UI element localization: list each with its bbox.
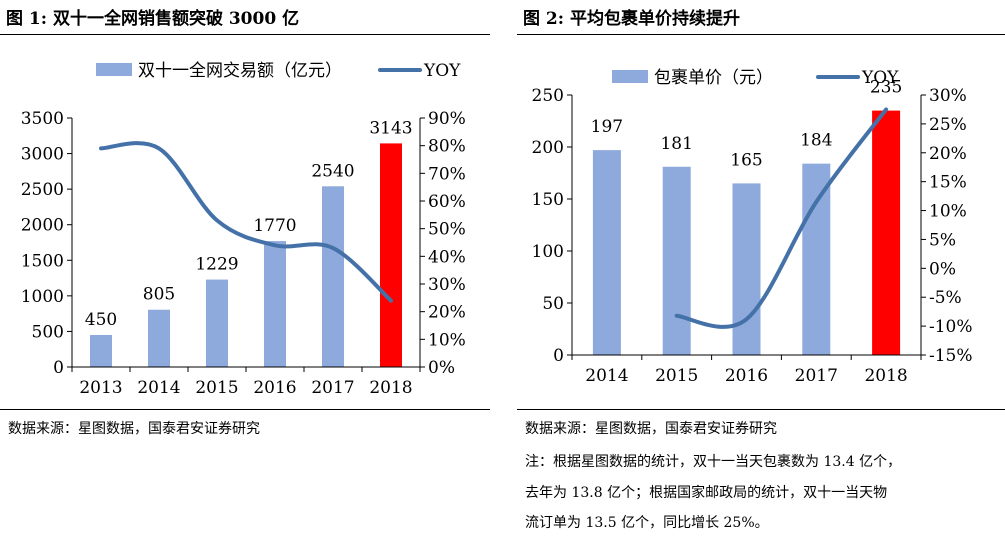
figure-2-bar bbox=[662, 166, 691, 355]
figure-2-right-tick-label: 10% bbox=[929, 202, 967, 222]
figure-1-right-tick-label: 70% bbox=[428, 164, 466, 184]
figure-1-yoy-line bbox=[99, 141, 393, 303]
figure-1-x-tick-label: 2013 bbox=[79, 378, 122, 398]
figure-1-legend-bar-label: 双十一全网交易额（亿元） bbox=[138, 61, 342, 81]
figure-2-x-tick-label: 2018 bbox=[864, 366, 907, 386]
figure-1-right-tick-label: 0% bbox=[428, 358, 455, 378]
figure-2-top-rule bbox=[517, 34, 1005, 35]
figure-2-left-tick-label: 50 bbox=[542, 294, 564, 314]
figure-1-bar bbox=[264, 241, 286, 367]
figure-1-left-tick-label: 2000 bbox=[21, 216, 64, 236]
figure-2-right-tick-label: 5% bbox=[929, 230, 956, 250]
figure-2-x-tick-label: 2014 bbox=[585, 366, 628, 386]
figure-1-bottom-rule bbox=[0, 409, 490, 410]
figure-2-right-tick-label: -5% bbox=[929, 288, 962, 308]
figure-1-right-tick-label: 10% bbox=[428, 330, 466, 350]
figure-2-data-label: 181 bbox=[660, 134, 692, 154]
figure-2-bar bbox=[802, 163, 831, 355]
figure-2-legend-line-label: YOY bbox=[861, 68, 899, 88]
figure-2-title: 图 2: 平均包裹单价持续提升 bbox=[523, 9, 740, 29]
figure-1-data-label: 2540 bbox=[311, 161, 354, 181]
figure-2-data-label: 197 bbox=[591, 117, 623, 137]
figure-2-x-tick-label: 2016 bbox=[725, 366, 768, 386]
figure-2-left-tick-label: 0 bbox=[553, 346, 564, 366]
figure-1-title: 图 1: 双十一全网销售额突破 3000 亿 bbox=[6, 9, 300, 29]
figure-2-x-tick-label: 2017 bbox=[795, 366, 838, 386]
figure-2-note-line-2: 去年为 13.8 亿个；根据国家邮政局的统计，双十一当天物 bbox=[525, 485, 888, 501]
figure-1-data-label: 1770 bbox=[253, 216, 296, 236]
figure-1-x-tick-label: 2018 bbox=[369, 378, 412, 398]
figure-1-x-tick-label: 2014 bbox=[137, 378, 180, 398]
figure-1-data-label: 450 bbox=[85, 310, 117, 330]
figure-2-bar bbox=[732, 183, 761, 355]
figure-1-left-tick-label: 3000 bbox=[21, 145, 64, 165]
figure-1-data-label: 805 bbox=[143, 285, 175, 305]
figure-2-legend-bar-swatch bbox=[612, 70, 648, 83]
figure-2-right-tick-label: 0% bbox=[929, 259, 956, 279]
figure-2-left-tick-label: 150 bbox=[532, 190, 564, 210]
figure-2-data-label: 184 bbox=[800, 131, 832, 151]
figure-1-right-tick-label: 90% bbox=[428, 109, 466, 129]
figure-2-chart: 包裹单价（元） YOY 197 2014 181 2015 165 2016 184 2017 23… bbox=[532, 68, 973, 386]
figure-1-bar bbox=[148, 309, 170, 367]
figure-1-bar bbox=[90, 334, 112, 367]
figure-1-right-tick-label: 40% bbox=[428, 247, 466, 267]
figure-2-legend-bar-label: 包裹单价（元） bbox=[654, 68, 773, 88]
figure-2-source: 数据来源：星图数据，国泰君安证券研究 bbox=[525, 421, 777, 437]
figure-1-bar bbox=[322, 186, 344, 367]
figure-2-right-tick-label: -15% bbox=[929, 346, 973, 366]
figure-2-bar bbox=[872, 110, 901, 355]
figure-1-left-tick-label: 500 bbox=[32, 322, 64, 342]
figure-1-right-tick-label: 20% bbox=[428, 303, 466, 323]
figure-2-left-tick-label: 100 bbox=[532, 242, 564, 262]
figure-2-right-tick-label: 20% bbox=[929, 144, 967, 164]
figure-1-x-tick-label: 2015 bbox=[195, 378, 238, 398]
figure-1-source: 数据来源：星图数据，国泰君安证券研究 bbox=[8, 421, 260, 437]
figure-1-left-tick-label: 2500 bbox=[21, 180, 64, 200]
figure-2-bar bbox=[592, 150, 621, 355]
figure-1-right-tick-label: 30% bbox=[428, 275, 466, 295]
figure-1-top-rule bbox=[0, 34, 490, 35]
figure-2-x-tick-label: 2015 bbox=[655, 366, 698, 386]
figure-1-x-tick-label: 2016 bbox=[253, 378, 296, 398]
figure-2-right-tick-label: -10% bbox=[929, 317, 973, 337]
figure-1-data-label: 1229 bbox=[195, 255, 238, 275]
figure-2-yoy-line bbox=[674, 107, 889, 329]
figure-1-bar bbox=[380, 143, 402, 367]
figure-2-data-label: 165 bbox=[730, 150, 762, 170]
figure-1-legend-bar-swatch bbox=[96, 63, 132, 76]
figure-1-data-label: 3143 bbox=[369, 118, 412, 138]
figure-2-left-tick-label: 250 bbox=[532, 86, 564, 106]
figure-1-right-tick-label: 60% bbox=[428, 192, 466, 212]
figure-2-left-tick-label: 200 bbox=[532, 138, 564, 158]
figure-2-note-line-3: 流订单为 13.5 亿个，同比增长 25%。 bbox=[525, 515, 769, 531]
figure-1-right-tick-label: 50% bbox=[428, 220, 466, 240]
figure-2-bottom-rule bbox=[517, 409, 1005, 410]
figure-1-left-tick-label: 1000 bbox=[21, 287, 64, 307]
figure-2-right-tick-label: 30% bbox=[929, 86, 967, 106]
figure-1-chart: 双十一全网交易额（亿元） YOY 450 2013 805 2014 1229 2015 177… bbox=[21, 61, 466, 398]
figure-1-legend-line-label: YOY bbox=[423, 61, 461, 81]
figure-1-left-tick-label: 1500 bbox=[21, 251, 64, 271]
figure-2-right-tick-label: 15% bbox=[929, 173, 967, 193]
figure-1-right-tick-label: 80% bbox=[428, 137, 466, 157]
figure-1-x-tick-label: 2017 bbox=[311, 378, 354, 398]
figure-2-data-label: 235 bbox=[870, 78, 902, 98]
figure-1-left-tick-label: 0 bbox=[53, 358, 64, 378]
figure-1-left-tick-label: 3500 bbox=[21, 109, 64, 129]
figure-2-note-line-1: 注：根据星图数据的统计，双十一当天包裹数为 13.4 亿个， bbox=[525, 454, 902, 470]
figure-2: 图 2: 平均包裹单价持续提升 包裹单价（元） YOY 197 2014 181 2015… bbox=[517, 0, 1005, 543]
figure-1-bar bbox=[206, 279, 228, 367]
figure-1: 图 1: 双十一全网销售额突破 3000 亿 双十一全网交易额（亿元） YOY 45… bbox=[0, 0, 490, 543]
figure-2-right-tick-label: 25% bbox=[929, 115, 967, 135]
